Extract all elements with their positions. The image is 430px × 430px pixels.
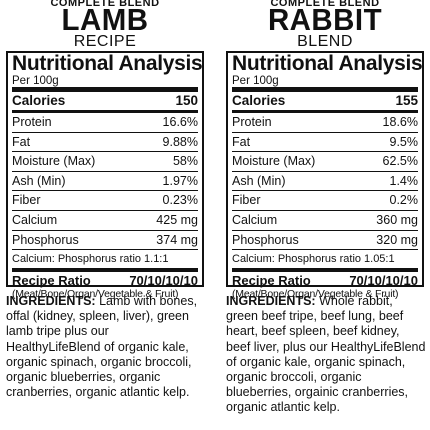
nutrient-value: 9.88% <box>162 134 198 149</box>
nutrient-row-phosphorus: Phosphorus 320 mg <box>232 231 418 251</box>
recipe-ratio-value: 70/10/10/10 <box>129 273 198 289</box>
ingredients-list: Whole rabbit, green beef tripe, beef lun… <box>226 294 426 415</box>
ratio-value: 1.05:1 <box>364 252 395 265</box>
calories-value: 150 <box>175 93 198 108</box>
nutrient-label: Phosphorus <box>232 232 299 247</box>
nutrient-row-calcium: Calcium 425 mg <box>12 211 198 231</box>
recipe-ratio-label: Recipe Ratio <box>12 273 91 289</box>
nutrient-label: Ash (Min) <box>12 173 66 188</box>
nutrient-value: 16.6% <box>162 115 198 129</box>
nutrient-label: Calcium <box>232 212 278 227</box>
ingredients-text: INGREDIENTS: Lamb with bones, offal (kid… <box>6 294 206 400</box>
calories-label: Calories <box>232 93 286 108</box>
calories-row: Calories 155 <box>232 92 418 113</box>
recipe-ratio-row: Recipe Ratio 70/10/10/10 <box>232 273 418 288</box>
nutrient-row-fat: Fat 9.5% <box>232 133 418 153</box>
recipe-ratio-note: (Meat/Bone/Organ/Vegetable & Fruit) <box>12 288 179 301</box>
ratio-label: Calcium: Phosphorus ratio <box>232 252 362 265</box>
nutrient-value: 1.97% <box>162 173 198 188</box>
nutrient-row-ash: Ash (Min) 1.4% <box>232 172 418 192</box>
calcium-phosphorus-ratio: Calcium: Phosphorus ratio 1.1:1 <box>12 250 198 273</box>
cut-off-heading: COMPLETE BLEND <box>50 0 160 6</box>
calories-row: Calories 150 <box>12 92 198 113</box>
nutrient-label: Moisture (Max) <box>232 154 316 169</box>
nutrient-label: Fiber <box>232 193 261 208</box>
nutrient-label: Phosphorus <box>12 232 79 247</box>
recipe-ratio-note: (Meat/Bone/Organ/Vegetable & Fruit) <box>232 288 399 301</box>
recipe-ratio-label: Recipe Ratio <box>232 273 311 289</box>
nutrient-label: Moisture (Max) <box>12 154 96 169</box>
panel-title: Nutritional Analysis <box>232 52 423 75</box>
nutrient-value: 320 mg <box>376 232 418 247</box>
nutrient-label: Protein <box>232 115 272 129</box>
nutrition-panel: Nutritional Analysis Per 100g Calories 1… <box>6 51 204 300</box>
lamb-column: COMPLETE BLEND LAMB RECIPE Nutritional A… <box>6 0 204 400</box>
ingredients-list: Lamb with bones, offal (kidney, spleen, … <box>6 294 198 400</box>
nutrient-label: Protein <box>12 115 52 129</box>
nutrient-value: 62.5% <box>382 154 418 169</box>
nutrient-value: 18.6% <box>382 115 418 129</box>
nutrient-value: 9.5% <box>389 134 419 149</box>
nutrient-value: 1.4% <box>389 173 419 188</box>
nutrient-row-moisture: Moisture (Max) 58% <box>12 152 198 172</box>
nutrient-label: Ash (Min) <box>232 173 286 188</box>
nutrient-label: Fat <box>12 134 31 149</box>
nutrient-value: 360 mg <box>376 212 418 227</box>
nutrient-value: 0.23% <box>162 193 198 208</box>
recipe-ratio-row: Recipe Ratio 70/10/10/10 <box>12 273 198 288</box>
nutrient-label: Fat <box>232 134 251 149</box>
product-name: RABBIT <box>267 2 383 37</box>
nutrient-row-moisture: Moisture (Max) 62.5% <box>232 152 418 172</box>
panel-title: Nutritional Analysis <box>12 52 203 75</box>
nutrient-row-fiber: Fiber 0.2% <box>232 191 418 211</box>
nutrient-row-phosphorus: Phosphorus 374 mg <box>12 231 198 251</box>
nutrient-row-fiber: Fiber 0.23% <box>12 191 198 211</box>
ratio-value: 1.1:1 <box>144 252 169 265</box>
calories-value: 155 <box>395 93 418 108</box>
serving-size: Per 100g <box>232 75 418 92</box>
calcium-phosphorus-ratio: Calcium: Phosphorus ratio 1.05:1 <box>232 250 418 273</box>
ingredients-label: INGREDIENTS: <box>226 294 316 308</box>
ratio-label: Calcium: Phosphorus ratio <box>12 252 142 265</box>
nutrition-panel: Nutritional Analysis Per 100g Calories 1… <box>226 51 424 300</box>
nutrient-row-fat: Fat 9.88% <box>12 133 198 153</box>
product-subtitle: RECIPE <box>73 33 137 50</box>
nutrient-value: 58% <box>172 154 198 169</box>
nutrient-row-protein: Protein 18.6% <box>232 113 418 133</box>
nutrient-row-calcium: Calcium 360 mg <box>232 211 418 231</box>
recipe-ratio-value: 70/10/10/10 <box>349 273 418 289</box>
ingredients-label: INGREDIENTS: <box>6 294 96 308</box>
cut-off-heading: COMPLETE BLEND <box>270 0 380 6</box>
nutrient-label: Calcium <box>12 212 58 227</box>
calories-label: Calories <box>12 93 66 108</box>
rabbit-column: COMPLETE BLEND RABBIT BLEND Nutritional … <box>226 0 426 416</box>
nutrient-value: 374 mg <box>156 232 198 247</box>
product-name: LAMB <box>61 2 149 37</box>
ingredients-text: INGREDIENTS: Whole rabbit, green beef tr… <box>226 294 426 416</box>
nutrient-label: Fiber <box>12 193 41 208</box>
serving-size: Per 100g <box>12 75 198 92</box>
product-subtitle: BLEND <box>297 33 353 50</box>
nutrient-row-ash: Ash (Min) 1.97% <box>12 172 198 192</box>
nutrient-value: 425 mg <box>156 212 198 227</box>
nutrient-row-protein: Protein 16.6% <box>12 113 198 133</box>
nutrient-value: 0.2% <box>389 193 419 208</box>
